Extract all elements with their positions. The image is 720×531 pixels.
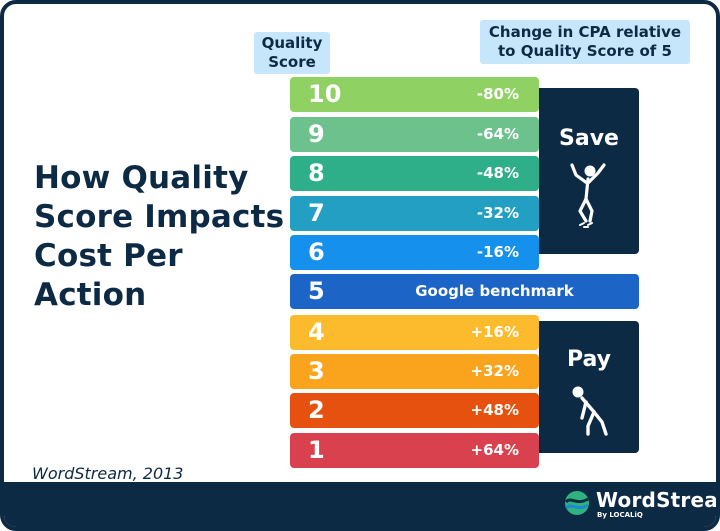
score-number: 9 [308,120,325,148]
score-row-3: 3 +32% [290,354,539,389]
cpa-change: +64% [470,441,519,459]
wordstream-logo-icon [564,491,589,515]
benchmark-label: Google benchmark [415,282,574,300]
save-label: Save [559,126,619,151]
score-row-1: 1 +64% [290,433,539,468]
score-number: 1 [308,436,325,464]
score-number: 4 [308,318,325,346]
cpa-change-header: Change in CPA relative to Quality Score … [480,20,690,64]
cpa-change: -16% [476,243,519,261]
score-number: 8 [308,159,325,187]
score-number: 10 [308,80,342,108]
score-row-2: 2 +48% [290,393,539,428]
score-number: 3 [308,357,325,385]
pay-label: Pay [566,347,612,372]
pay-panel: Pay [539,321,639,453]
source-note: WordStream, 2013 [32,464,184,483]
score-row-10: 10 -80% [290,77,539,112]
logo-wordmark: WordStream [596,488,718,512]
logo-subtitle: By LOCALiQ [597,511,643,519]
score-row-7: 7 -32% [290,196,539,231]
score-number: 5 [308,277,325,305]
score-number: 6 [308,238,325,266]
cpa-change: -32% [476,204,519,222]
cpa-change: +32% [470,362,519,380]
score-row-4: 4 +16% [290,315,539,350]
cpa-change: -80% [476,85,519,103]
score-row-8: 8 -48% [290,156,539,191]
score-number: 2 [308,396,325,424]
cpa-change: -64% [476,125,519,143]
score-row-6: 6 -16% [290,235,539,270]
cpa-change: -48% [476,164,519,182]
footer-bar: WordStream By LOCALiQ [4,482,716,527]
save-panel: Save [539,88,639,254]
cpa-change: +48% [470,401,519,419]
score-row-9: 9 -64% [290,117,539,152]
wordstream-logo: WordStream By LOCALiQ [564,486,716,522]
score-number: 7 [308,199,325,227]
quality-score-header: Quality Score [254,32,330,74]
cpa-change: +16% [470,323,519,341]
page-title: How Quality Score Impacts Cost Per Actio… [34,160,285,313]
jumping-person-icon [570,163,606,228]
weighed-down-person-icon [572,386,608,436]
score-row-5-benchmark: 5 Google benchmark [290,274,639,309]
